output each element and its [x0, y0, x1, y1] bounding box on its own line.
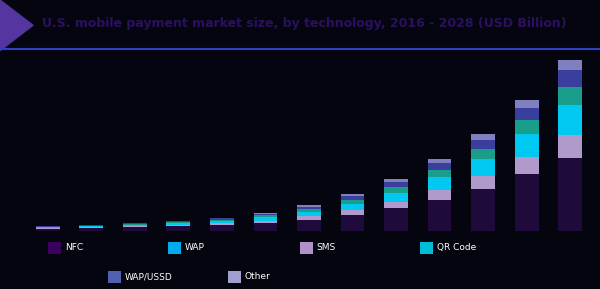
Bar — [558, 70, 582, 86]
Bar — [210, 223, 234, 225]
Bar — [471, 159, 495, 176]
Bar — [558, 86, 582, 105]
Bar — [515, 134, 539, 157]
Bar — [558, 60, 582, 70]
Text: WAP: WAP — [185, 243, 205, 253]
Bar — [123, 223, 147, 224]
FancyBboxPatch shape — [168, 242, 181, 254]
FancyBboxPatch shape — [48, 242, 61, 254]
Bar — [123, 224, 147, 225]
Bar — [123, 227, 147, 231]
Bar — [384, 182, 408, 187]
Bar — [471, 140, 495, 149]
Bar — [166, 226, 190, 231]
Bar — [254, 217, 277, 221]
Bar — [471, 149, 495, 159]
Bar — [79, 227, 103, 228]
Bar — [428, 159, 451, 163]
Bar — [79, 228, 103, 231]
Bar — [428, 199, 451, 231]
Bar — [341, 210, 364, 215]
Bar — [471, 134, 495, 140]
Bar — [123, 225, 147, 226]
FancyBboxPatch shape — [300, 242, 313, 254]
Text: NFC: NFC — [65, 243, 83, 253]
Bar — [515, 157, 539, 174]
Bar — [123, 226, 147, 227]
Bar — [558, 158, 582, 231]
Bar — [254, 213, 277, 214]
Bar — [341, 203, 364, 210]
Bar — [428, 170, 451, 177]
Bar — [166, 222, 190, 223]
Bar — [515, 120, 539, 134]
Bar — [36, 228, 60, 229]
Bar — [254, 214, 277, 215]
Bar — [297, 220, 321, 231]
Bar — [36, 229, 60, 231]
Bar — [297, 209, 321, 212]
Bar — [384, 202, 408, 208]
Bar — [471, 189, 495, 231]
Bar — [341, 215, 364, 231]
Bar — [384, 187, 408, 192]
Bar — [210, 225, 234, 231]
Bar — [79, 226, 103, 227]
Bar — [515, 174, 539, 231]
Bar — [471, 176, 495, 189]
Bar — [297, 212, 321, 216]
Bar — [515, 108, 539, 120]
Bar — [384, 192, 408, 202]
Bar — [515, 100, 539, 108]
Polygon shape — [0, 0, 33, 51]
Bar — [384, 179, 408, 182]
Bar — [428, 177, 451, 190]
Text: Other: Other — [245, 272, 271, 281]
Bar — [254, 221, 277, 223]
Bar — [558, 105, 582, 135]
Bar — [297, 205, 321, 207]
Text: U.S. mobile payment market size, by technology, 2016 - 2028 (USD Billion): U.S. mobile payment market size, by tech… — [42, 17, 566, 30]
Text: WAP/USSD: WAP/USSD — [125, 272, 173, 281]
Bar — [36, 226, 60, 227]
FancyBboxPatch shape — [420, 242, 433, 254]
FancyBboxPatch shape — [108, 271, 121, 283]
Bar — [166, 221, 190, 222]
Bar — [254, 215, 277, 217]
Text: QR Code: QR Code — [437, 243, 476, 253]
Bar — [341, 194, 364, 197]
FancyBboxPatch shape — [228, 271, 241, 283]
Bar — [36, 227, 60, 228]
Bar — [428, 163, 451, 170]
Bar — [384, 208, 408, 231]
Bar — [341, 200, 364, 203]
Bar — [297, 216, 321, 220]
Bar — [79, 225, 103, 226]
Bar — [210, 221, 234, 223]
Bar — [254, 223, 277, 231]
Text: SMS: SMS — [317, 243, 336, 253]
Bar — [558, 135, 582, 158]
Bar — [341, 197, 364, 200]
Bar — [166, 223, 190, 225]
Bar — [428, 190, 451, 199]
Bar — [210, 218, 234, 220]
Bar — [210, 220, 234, 221]
Bar — [166, 225, 190, 226]
Bar — [297, 207, 321, 209]
